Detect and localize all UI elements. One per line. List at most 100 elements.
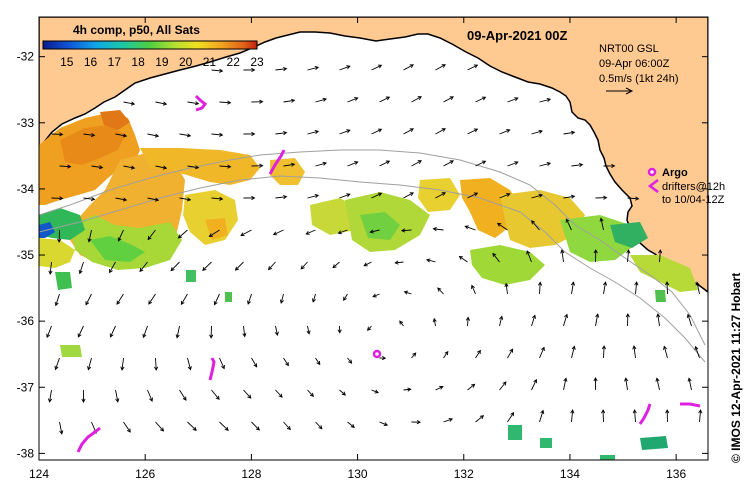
current-arrow	[656, 313, 661, 327]
current-arrow	[187, 421, 197, 432]
current-arrow	[603, 163, 616, 169]
current-arrow	[347, 161, 359, 167]
current-arrow	[120, 357, 125, 371]
current-arrow	[634, 281, 639, 295]
current-arrow	[109, 261, 116, 274]
y-tick-label: -32	[17, 50, 35, 64]
current-arrow	[115, 197, 128, 202]
current-arrow	[537, 281, 543, 295]
sst-patch-gulf-lime	[90, 236, 145, 262]
current-arrow	[59, 164, 72, 169]
current-arrow	[432, 227, 444, 232]
current-arrow	[54, 357, 60, 371]
current-arrow	[339, 129, 351, 135]
current-arrow	[531, 129, 543, 135]
x-tick-label: 134	[560, 467, 580, 481]
current-arrow	[211, 132, 224, 137]
current-arrow	[87, 357, 92, 371]
current-arrow	[307, 389, 314, 397]
colorbar-tick-label: 18	[131, 55, 145, 69]
current-arrow	[180, 293, 188, 306]
current-arrow	[496, 222, 508, 231]
current-arrow	[665, 281, 670, 295]
current-arrow	[272, 229, 284, 236]
current-arrow	[211, 68, 224, 73]
current-arrow	[275, 194, 288, 200]
current-arrow	[411, 96, 422, 103]
current-arrow	[123, 421, 131, 433]
current-arrow	[251, 99, 264, 104]
colorbar-title: 4h comp, p50, All Sats	[73, 23, 200, 37]
current-arrow	[251, 163, 264, 168]
current-arrow	[372, 293, 380, 298]
current-arrow	[267, 261, 276, 271]
current-arrow	[219, 421, 229, 431]
current-arrow	[475, 96, 487, 103]
current-arrow	[379, 421, 389, 426]
current-arrow	[154, 357, 159, 371]
argo-marker-icon	[647, 167, 657, 177]
current-arrow	[251, 421, 260, 431]
current-arrow	[437, 287, 444, 295]
current-arrow	[247, 293, 252, 305]
x-tick-label: 128	[241, 467, 261, 481]
current-arrow	[339, 193, 351, 199]
current-arrow	[155, 101, 168, 106]
y-tick-label: -36	[17, 314, 35, 328]
current-arrow	[593, 249, 598, 263]
current-arrow	[379, 356, 387, 361]
current-arrow	[492, 252, 500, 263]
argo-track-marker-icon	[647, 179, 659, 193]
colorbar-tick-label: 15	[60, 55, 74, 69]
current-arrow	[539, 346, 545, 359]
sst-patch-small-7	[186, 270, 196, 282]
sst-patch-west-warm	[60, 125, 125, 165]
current-arrow	[593, 377, 598, 391]
current-arrow	[499, 129, 511, 135]
plot-frame	[38, 16, 709, 461]
current-arrow	[213, 293, 220, 306]
current-arrow	[403, 192, 415, 199]
current-arrow	[403, 290, 412, 295]
current-arrow	[570, 409, 575, 423]
current-arrow	[655, 377, 660, 391]
sst-patch-small-2	[60, 345, 82, 357]
current-arrow	[283, 421, 291, 431]
current-arrow	[379, 96, 391, 103]
colorbar-tick-label: 20	[179, 55, 193, 69]
current-arrow	[443, 160, 455, 167]
y-tick-label: -35	[17, 248, 35, 262]
current-arrow	[202, 261, 212, 272]
current-arrow	[507, 348, 514, 359]
current-arrow	[371, 128, 383, 135]
current-arrow	[147, 133, 160, 138]
current-arrow	[563, 194, 576, 199]
current-arrow	[337, 229, 348, 235]
argo-legend: Argo drifters@12h to 10/04-12Z	[647, 167, 725, 206]
argo-track-5	[638, 403, 652, 425]
argo-float-1[interactable]	[372, 349, 382, 359]
current-arrow	[347, 421, 355, 428]
current-arrow	[426, 258, 436, 263]
axes: 124 126 128 130 132 134 136 -32 -33 -34 -35 -36 -37 -…	[17, 17, 708, 481]
y-tick-label: -33	[17, 116, 35, 130]
current-arrow	[343, 293, 348, 301]
colorbar-tick-label: 16	[84, 55, 98, 69]
current-arrow	[115, 389, 120, 403]
sst-patch-small-5	[640, 436, 668, 450]
sst-patch-east-2	[500, 190, 585, 248]
y-tick-label: -37	[17, 380, 35, 394]
current-arrow	[499, 381, 507, 391]
current-arrow	[315, 161, 327, 167]
current-arrow	[443, 350, 449, 359]
current-arrow	[315, 97, 327, 103]
current-arrow	[601, 345, 607, 359]
current-arrow	[275, 389, 283, 398]
current-arrow	[507, 411, 515, 423]
colorbar-tick-label: 21	[203, 55, 217, 69]
current-arrow	[307, 130, 320, 135]
shelf-contour-1000m	[39, 175, 706, 363]
current-arrow	[123, 165, 136, 170]
current-arrow	[48, 389, 53, 403]
